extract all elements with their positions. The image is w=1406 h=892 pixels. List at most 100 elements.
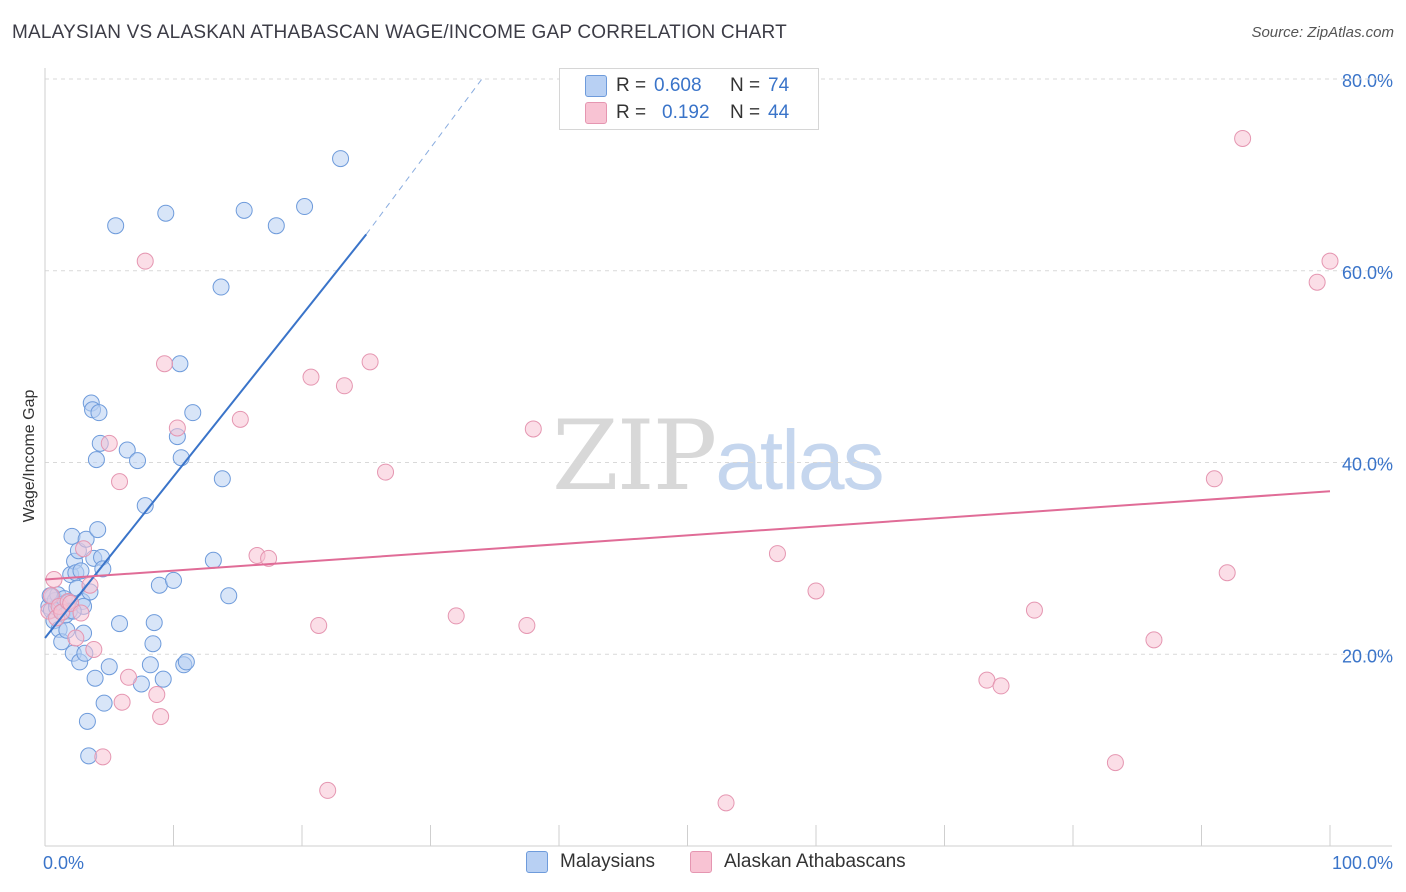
point-alaskan-athabascans	[72, 604, 90, 622]
watermark-atlas: atlas	[715, 413, 884, 507]
point-malaysians	[72, 562, 90, 580]
point-malaysians	[111, 615, 129, 633]
r-value: 0.608	[654, 75, 702, 96]
n-value: 44	[768, 102, 790, 123]
point-alaskan-athabascans	[1145, 631, 1163, 649]
x-tick-label: 100.0%	[1332, 853, 1393, 873]
trendline-malaysians-extension	[365, 78, 483, 235]
point-alaskan-athabascans	[768, 545, 786, 563]
point-malaysians	[94, 560, 112, 578]
watermark-zip: ZIP	[552, 400, 717, 512]
trendline-alaskan-athabascans	[44, 490, 1331, 581]
point-alaskan-athabascans	[1234, 129, 1252, 147]
point-alaskan-athabascans	[717, 794, 735, 812]
point-malaysians	[171, 355, 189, 373]
point-alaskan-athabascans	[94, 748, 112, 766]
point-malaysians	[118, 441, 136, 459]
point-alaskan-athabascans	[111, 473, 129, 491]
x-tick-label: 0.0%	[43, 853, 84, 873]
point-alaskan-athabascans	[1205, 470, 1223, 488]
point-alaskan-athabascans	[100, 434, 118, 452]
point-alaskan-athabascans	[377, 463, 395, 481]
legend-swatch-pink	[585, 102, 607, 124]
point-alaskan-athabascans	[1308, 273, 1326, 291]
point-malaysians	[235, 201, 253, 219]
point-alaskan-athabascans	[67, 629, 85, 647]
point-alaskan-athabascans	[136, 252, 154, 270]
point-alaskan-athabascans	[319, 781, 337, 799]
point-alaskan-athabascans	[231, 410, 249, 428]
point-malaysians	[86, 669, 104, 687]
point-alaskan-athabascans	[302, 368, 320, 386]
r-label: R =	[616, 75, 647, 96]
point-alaskan-athabascans	[335, 377, 353, 395]
point-alaskan-athabascans	[260, 549, 278, 567]
point-alaskan-athabascans	[168, 419, 186, 437]
point-malaysians	[141, 656, 159, 674]
point-malaysians	[90, 404, 108, 422]
point-alaskan-athabascans	[1218, 564, 1236, 582]
point-malaysians	[177, 653, 195, 671]
chart-title: MALAYSIAN VS ALASKAN ATHABASCAN WAGE/INC…	[12, 22, 787, 43]
n-label: N =	[730, 75, 761, 96]
point-alaskan-athabascans	[992, 677, 1010, 695]
point-malaysians	[172, 449, 190, 467]
source-label: Source: ZipAtlas.com	[1251, 24, 1394, 41]
point-alaskan-athabascans	[152, 708, 170, 726]
point-malaysians	[204, 551, 222, 569]
n-label: N =	[730, 102, 761, 123]
trendline-malaysians	[44, 233, 368, 639]
point-alaskan-athabascans	[978, 671, 996, 689]
point-malaysians	[87, 451, 105, 469]
point-malaysians	[107, 217, 125, 235]
legend-item-alaskan-athabascans[interactable]: Alaskan Athabascans	[690, 851, 906, 873]
point-alaskan-athabascans	[75, 540, 93, 558]
point-alaskan-athabascans	[148, 686, 166, 704]
point-alaskan-athabascans	[85, 640, 103, 658]
point-alaskan-athabascans	[81, 576, 99, 594]
point-malaysians	[220, 587, 238, 605]
point-malaysians	[80, 747, 98, 765]
point-malaysians	[129, 452, 147, 470]
point-alaskan-athabascans	[807, 582, 825, 600]
legend-swatch-blue	[526, 851, 548, 873]
point-alaskan-athabascans	[447, 607, 465, 625]
correlation-legend: R = 0.608 N = 74 R = 0.192 N = 44	[559, 68, 819, 130]
point-malaysians	[165, 571, 182, 589]
r-value: 0.192	[662, 102, 710, 123]
point-malaysians	[144, 635, 162, 653]
y-tick-label: 20.0%	[1342, 646, 1393, 666]
point-alaskan-athabascans	[113, 693, 131, 711]
point-alaskan-athabascans	[524, 420, 542, 438]
point-malaysians	[95, 694, 113, 712]
legend-label: Malaysians	[560, 851, 656, 872]
legend-item-malaysians[interactable]: Malaysians	[526, 851, 655, 873]
point-alaskan-athabascans	[1106, 754, 1124, 772]
point-malaysians	[145, 614, 163, 632]
point-malaysians	[89, 521, 107, 539]
point-malaysians	[213, 470, 231, 488]
legend-label: Alaskan Athabascans	[724, 851, 906, 872]
point-malaysians	[267, 217, 285, 235]
y-tick-label: 40.0%	[1342, 455, 1393, 475]
point-malaysians	[184, 404, 202, 422]
point-malaysians	[296, 198, 314, 216]
point-malaysians	[136, 497, 154, 515]
legend-row-alaskan: R = 0.192 N = 44	[585, 101, 790, 125]
legend-swatch-pink	[690, 851, 712, 873]
y-tick-label: 80.0%	[1342, 71, 1393, 91]
point-malaysians	[332, 150, 350, 168]
point-alaskan-athabascans	[120, 668, 138, 686]
legend-swatch-blue	[585, 75, 607, 97]
point-alaskan-athabascans	[310, 616, 328, 634]
point-alaskan-athabascans	[518, 616, 536, 634]
r-label: R =	[616, 102, 647, 123]
point-alaskan-athabascans	[361, 353, 379, 371]
point-alaskan-athabascans	[1025, 601, 1043, 619]
legend-row-malaysians: R = 0.608 N = 74	[585, 74, 789, 98]
point-malaysians	[154, 670, 172, 688]
y-tick-label: 60.0%	[1342, 263, 1393, 283]
point-malaysians	[100, 658, 118, 676]
point-malaysians	[157, 204, 175, 222]
